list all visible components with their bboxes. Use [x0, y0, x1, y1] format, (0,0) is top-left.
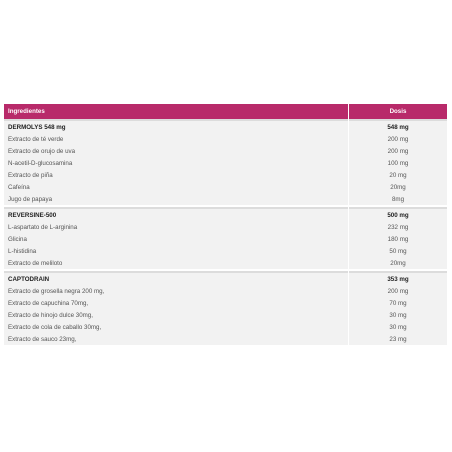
ingredient-row: Extracto de hinojo dulce 30mg, 30 mg [4, 309, 447, 321]
table-header-row: Ingredientes Dosis [4, 104, 447, 119]
ingredient-name: Extracto de piña [4, 169, 348, 181]
ingredient-name: Extracto de grosella negra 200 mg, [4, 285, 348, 297]
ingredient-name: Cafeína [4, 181, 348, 193]
ingredient-dose: 50 mg [349, 245, 447, 257]
group-name: REVERSINE-500 [4, 207, 348, 221]
ingredient-name: Glicina [4, 233, 348, 245]
ingredient-row: Extracto de capuchina 70mg, 70 mg [4, 297, 447, 309]
ingredient-dose: 8mg [349, 193, 447, 205]
ingredient-row: Extracto de orujo de uva 200 mg [4, 145, 447, 157]
ingredient-dose: 200 mg [349, 133, 447, 145]
ingredient-dose: 20mg [349, 257, 447, 269]
ingredient-name: Extracto de cola de caballo 30mg, [4, 321, 348, 333]
ingredient-name: N-acetil-D-glucosamina [4, 157, 348, 169]
ingredient-row: Cafeína 20mg [4, 181, 447, 193]
ingredient-dose: 100 mg [349, 157, 447, 169]
ingredient-row: L-histidina 50 mg [4, 245, 447, 257]
ingredient-dose: 20mg [349, 181, 447, 193]
group-header-row: REVERSINE-500 500 mg [4, 207, 447, 221]
ingredient-name: L-aspartato de L-arginina [4, 221, 348, 233]
ingredient-dose: 70 mg [349, 297, 447, 309]
ingredient-name: Extracto de meliloto [4, 257, 348, 269]
ingredient-row: Extracto de cola de caballo 30mg, 30 mg [4, 321, 447, 333]
ingredient-row: N-acetil-D-glucosamina 100 mg [4, 157, 447, 169]
ingredient-row: Jugo de papaya 8mg [4, 193, 447, 205]
ingredient-row: Extracto de sauco 23mg, 23 mg [4, 333, 447, 345]
group-name: CAPTODRAIN [4, 271, 348, 285]
ingredient-name: Extracto de capuchina 70mg, [4, 297, 348, 309]
ingredient-row: L-aspartato de L-arginina 232 mg [4, 221, 447, 233]
table-body: DERMOLYS 548 mg 548 mg Extracto de té verd… [4, 119, 447, 345]
ingredient-dose: 180 mg [349, 233, 447, 245]
dose-column-header: Dosis [349, 104, 447, 119]
ingredient-row: Extracto de té verde 200 mg [4, 133, 447, 145]
group-header-row: DERMOLYS 548 mg 548 mg [4, 119, 447, 133]
group-dose: 500 mg [349, 207, 447, 221]
ingredient-dose: 20 mg [349, 169, 447, 181]
group-spacer [4, 269, 447, 271]
group-header-row: CAPTODRAIN 353 mg [4, 271, 447, 285]
ingredient-name: Extracto de hinojo dulce 30mg, [4, 309, 348, 321]
spacer-cell [349, 205, 447, 207]
group-spacer [4, 205, 447, 207]
group-name: DERMOLYS 548 mg [4, 119, 348, 133]
ingredient-name: Extracto de té verde [4, 133, 348, 145]
spacer-cell [4, 205, 348, 207]
ingredient-dose: 200 mg [349, 285, 447, 297]
ingredient-row: Extracto de piña 20 mg [4, 169, 447, 181]
ingredient-row: Glicina 180 mg [4, 233, 447, 245]
ingredients-table: Ingredientes Dosis DERMOLYS 548 mg 548 mg… [3, 104, 448, 345]
ingredient-dose: 23 mg [349, 333, 447, 345]
ingredient-name: L-histidina [4, 245, 348, 257]
ingredient-dose: 30 mg [349, 309, 447, 321]
ingredient-name: Extracto de sauco 23mg, [4, 333, 348, 345]
ingredient-dose: 232 mg [349, 221, 447, 233]
ingredient-name: Jugo de papaya [4, 193, 348, 205]
ingredient-dose: 200 mg [349, 145, 447, 157]
ingredient-name: Extracto de orujo de uva [4, 145, 348, 157]
ingredient-dose: 30 mg [349, 321, 447, 333]
ingredient-row: Extracto de meliloto 20mg [4, 257, 447, 269]
group-dose: 353 mg [349, 271, 447, 285]
ingredient-column-header: Ingredientes [4, 104, 348, 119]
spacer-cell [4, 269, 348, 271]
group-dose: 548 mg [349, 119, 447, 133]
spacer-cell [349, 269, 447, 271]
ingredient-row: Extracto de grosella negra 200 mg, 200 mg [4, 285, 447, 297]
